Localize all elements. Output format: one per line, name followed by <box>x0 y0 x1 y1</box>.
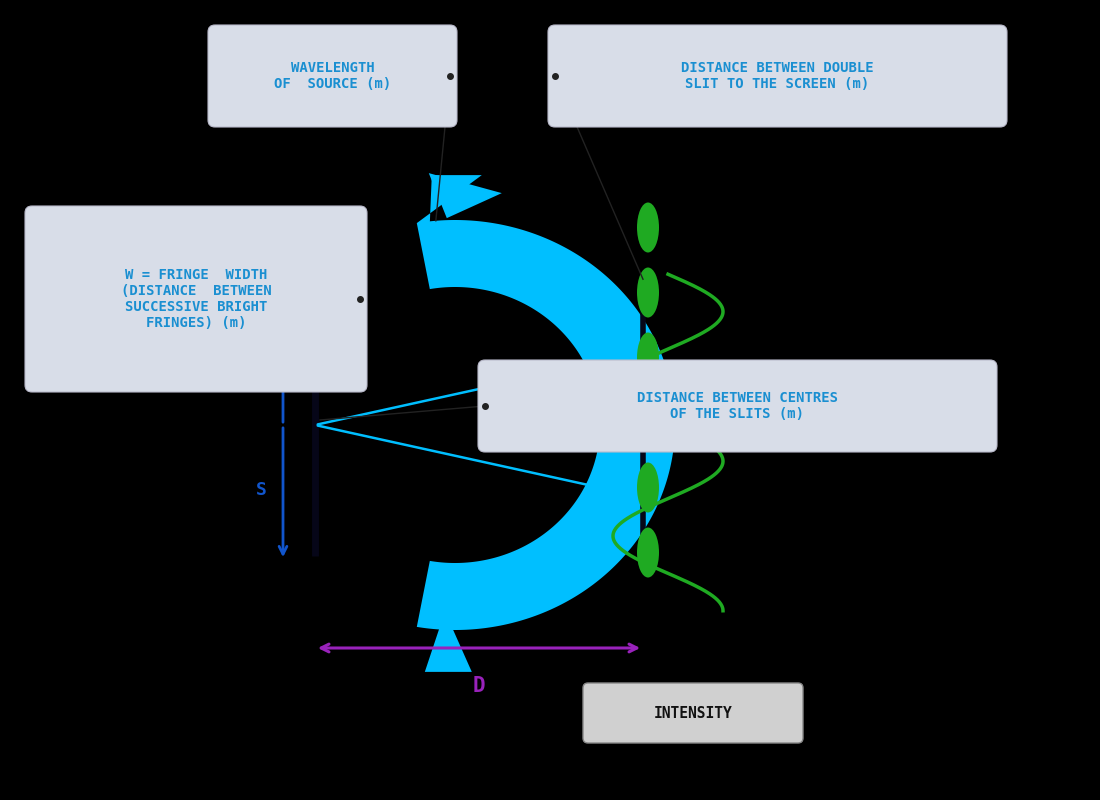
Polygon shape <box>425 627 472 672</box>
Ellipse shape <box>637 267 659 318</box>
Polygon shape <box>417 175 482 223</box>
Text: W: W <box>631 380 645 400</box>
FancyBboxPatch shape <box>208 25 456 127</box>
Text: DISTANCE BETWEEN DOUBLE
SLIT TO THE SCREEN (m): DISTANCE BETWEEN DOUBLE SLIT TO THE SCRE… <box>681 61 873 91</box>
FancyBboxPatch shape <box>478 360 997 452</box>
Text: D: D <box>473 676 485 696</box>
Text: INTENSITY: INTENSITY <box>653 706 733 721</box>
Ellipse shape <box>637 527 659 578</box>
FancyBboxPatch shape <box>583 683 803 743</box>
Ellipse shape <box>637 462 659 513</box>
Text: W = FRINGE  WIDTH
(DISTANCE  BETWEEN
SUCCESSIVE BRIGHT
FRINGES) (m): W = FRINGE WIDTH (DISTANCE BETWEEN SUCCE… <box>121 268 272 330</box>
FancyBboxPatch shape <box>25 206 367 392</box>
Ellipse shape <box>637 202 659 253</box>
Ellipse shape <box>637 333 659 382</box>
Ellipse shape <box>637 398 659 447</box>
Text: DISTANCE BETWEEN CENTRES
OF THE SLITS (m): DISTANCE BETWEEN CENTRES OF THE SLITS (m… <box>637 391 838 421</box>
Polygon shape <box>429 173 502 218</box>
FancyBboxPatch shape <box>548 25 1006 127</box>
Text: S: S <box>255 481 266 499</box>
Text: WAVELENGTH
OF  SOURCE (m): WAVELENGTH OF SOURCE (m) <box>274 61 392 91</box>
Polygon shape <box>417 220 675 630</box>
